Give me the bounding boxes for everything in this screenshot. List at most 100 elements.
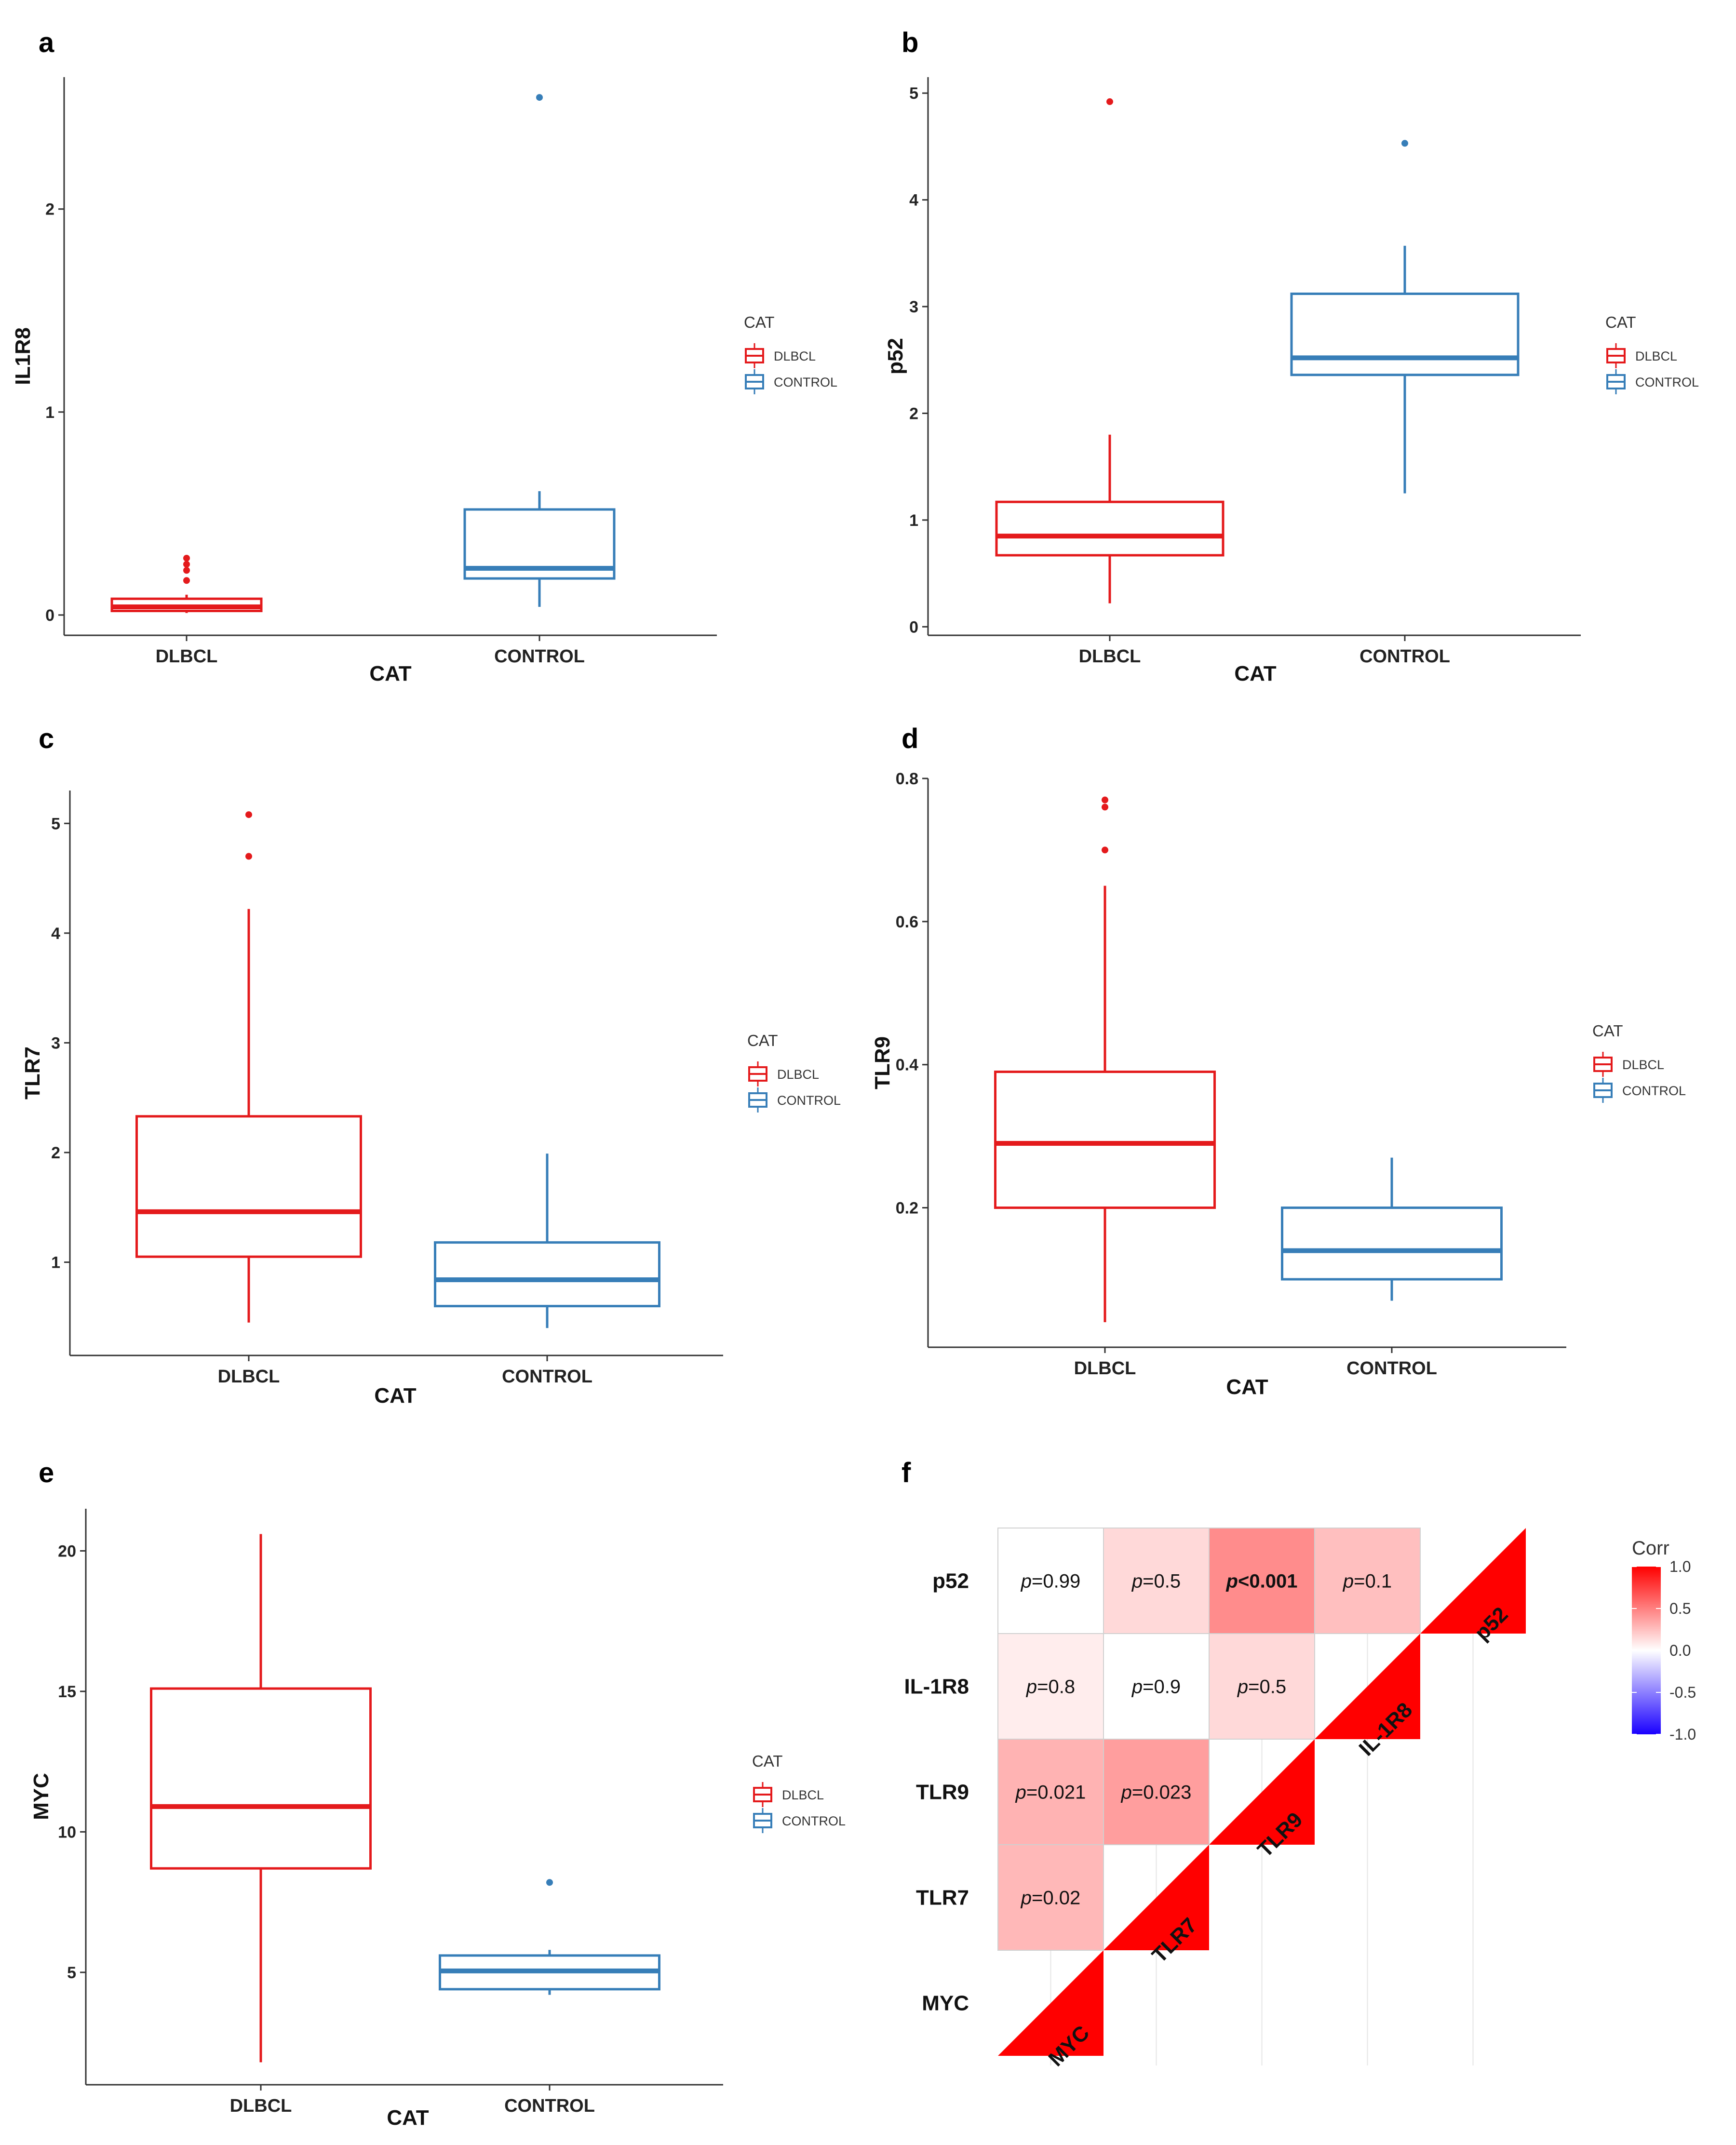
x-tick-label-dlbcl: DLBCL [1079, 646, 1141, 667]
y-tick-label: 4 [51, 925, 60, 943]
y-tick-label: 10 [58, 1823, 76, 1841]
heatmap-cell: p=0.5 [1103, 1528, 1210, 1634]
legend-label-dlbcl: DLBCL [782, 1788, 824, 1802]
legend: CAT DLBCL CONTROL [747, 1032, 841, 1113]
p-symbol: p [1226, 1571, 1238, 1592]
y-axis-title: p52 [884, 338, 907, 375]
panel-letter-c: c [39, 723, 54, 754]
p-symbol: p [1026, 1676, 1037, 1698]
iqr-box [434, 1241, 660, 1308]
p-value-label: p=0.5 [1237, 1676, 1286, 1698]
heatmap-cell: p<0.001 [1209, 1528, 1315, 1634]
heatmap-cell-fill [1209, 1528, 1315, 1634]
p-value: =0.8 [1037, 1676, 1075, 1698]
iqr-box [135, 1115, 362, 1258]
p-symbol: p [1021, 1571, 1032, 1592]
y-tick-label: 1 [909, 511, 918, 530]
p-value-label: p=0.99 [1021, 1571, 1080, 1592]
outlier-point [183, 577, 190, 584]
iqr-box [150, 1687, 372, 1870]
y-axis-title: TLR9 [871, 1036, 894, 1089]
legend-title: CAT [747, 1032, 778, 1049]
heatmap-cell-fill [1314, 1528, 1421, 1634]
corr-legend-title: Corr [1632, 1538, 1669, 1559]
corr-tick-label: 0.0 [1669, 1642, 1691, 1659]
p-value-label: p=0.8 [1026, 1676, 1075, 1698]
panel-letter-d: d [902, 723, 918, 754]
box-control [1281, 1157, 1503, 1301]
iqr-box [1281, 1207, 1503, 1281]
p-value: =0.023 [1132, 1782, 1191, 1803]
legend-title: CAT [752, 1752, 783, 1770]
legend: CAT DLBCL CONTROL [1605, 313, 1699, 394]
y-tick-label: 2 [51, 1144, 60, 1162]
outlier-point [1401, 140, 1408, 147]
y-axis-title: IL1R8 [11, 327, 35, 385]
y-tick-label: 1 [51, 1254, 60, 1272]
heatmap-cell: p=0.8 [997, 1633, 1104, 1740]
x-tick-label-dlbcl: DLBCL [156, 646, 218, 667]
x-axis-title: CAT [374, 1384, 416, 1408]
legend-label-dlbcl: DLBCL [777, 1067, 819, 1082]
legend-label-dlbcl: DLBCL [1622, 1058, 1664, 1072]
outlier-point [1102, 804, 1108, 811]
p-value: =0.021 [1026, 1782, 1086, 1803]
box-dlbcl [994, 796, 1216, 1323]
x-tick-label-dlbcl: DLBCL [218, 1367, 280, 1387]
p-value-label: p<0.001 [1226, 1571, 1298, 1592]
panel-c: c 1 2 3 4 5 DLBCL CONTROL CAT TLR7 CAT DLBCL CONTROL [21, 723, 841, 1408]
x-tick-label-control: CONTROL [494, 646, 585, 667]
y-tick-label: 0.6 [896, 913, 918, 931]
box-dlbcl [150, 1534, 372, 2063]
corr-tick-label: -1.0 [1669, 1726, 1696, 1743]
outlier-point [183, 561, 190, 568]
p-value-label: p=0.021 [1015, 1782, 1086, 1803]
y-tick-label: 1 [45, 403, 54, 422]
p-value-label: p=0.5 [1131, 1571, 1181, 1592]
heatmap-cell-fill [997, 1844, 1104, 1951]
y-tick-label: 4 [909, 191, 918, 210]
panel-letter-b: b [902, 27, 918, 58]
box-control [1290, 140, 1520, 494]
x-axis-title: CAT [387, 2106, 429, 2130]
row-label-p52: p52 [932, 1569, 969, 1593]
heatmap-cell: p=0.5 [1209, 1633, 1315, 1740]
corr-tick-label: 0.5 [1669, 1600, 1691, 1617]
outlier-point [1102, 846, 1108, 854]
heatmap-cell-fill [1103, 1739, 1210, 1845]
iqr-box [1290, 292, 1520, 376]
box-control [439, 1879, 660, 1995]
heatmap-cell-fill [997, 1739, 1104, 1845]
p-symbol: p [1343, 1571, 1354, 1592]
p-value: =0.1 [1354, 1571, 1392, 1592]
p-symbol: p [1121, 1782, 1132, 1803]
diagonal-triangle-p52 [1420, 1528, 1526, 1634]
legend: CAT DLBCL CONTROL [744, 313, 837, 394]
y-tick-label: 0.8 [896, 770, 918, 788]
panel-letter-a: a [39, 27, 54, 58]
heatmap-cell: p=0.02 [997, 1844, 1104, 1951]
y-tick-label: 5 [909, 84, 918, 103]
y-tick-label: 5 [67, 1964, 76, 1982]
row-label-tlr7: TLR7 [916, 1886, 969, 1910]
y-tick-label: 0.4 [896, 1056, 918, 1074]
p-value: =0.02 [1032, 1888, 1080, 1909]
heatmap-cell-fill [1209, 1633, 1315, 1740]
p-symbol: p [1021, 1888, 1032, 1909]
row-label-tlr9: TLR9 [916, 1781, 969, 1804]
y-tick-label: 0.2 [896, 1199, 918, 1218]
y-tick-label: 5 [51, 815, 60, 833]
y-tick-label: 2 [45, 201, 54, 219]
panel-d: d 0.2 0.4 0.6 0.8 DLBCL CONTROL CAT TLR9 CAT DLBCL… [871, 723, 1686, 1399]
y-tick-label: 2 [909, 404, 918, 423]
y-tick-label: 20 [58, 1542, 76, 1560]
legend-label-dlbcl: DLBCL [774, 349, 816, 363]
panel-b: b 0 1 2 3 4 5 DLBCL CONTROL CAT p52 CAT DLBCL CONTROL [884, 27, 1699, 685]
heatmap-cell: p=0.99 [997, 1528, 1104, 1634]
heatmap-cell-fill [1103, 1528, 1210, 1634]
legend: CAT DLBCL CONTROL [752, 1752, 846, 1833]
x-tick-label-control: CONTROL [502, 1367, 592, 1387]
box-dlbcl [110, 554, 263, 613]
outlier-point [245, 811, 252, 818]
